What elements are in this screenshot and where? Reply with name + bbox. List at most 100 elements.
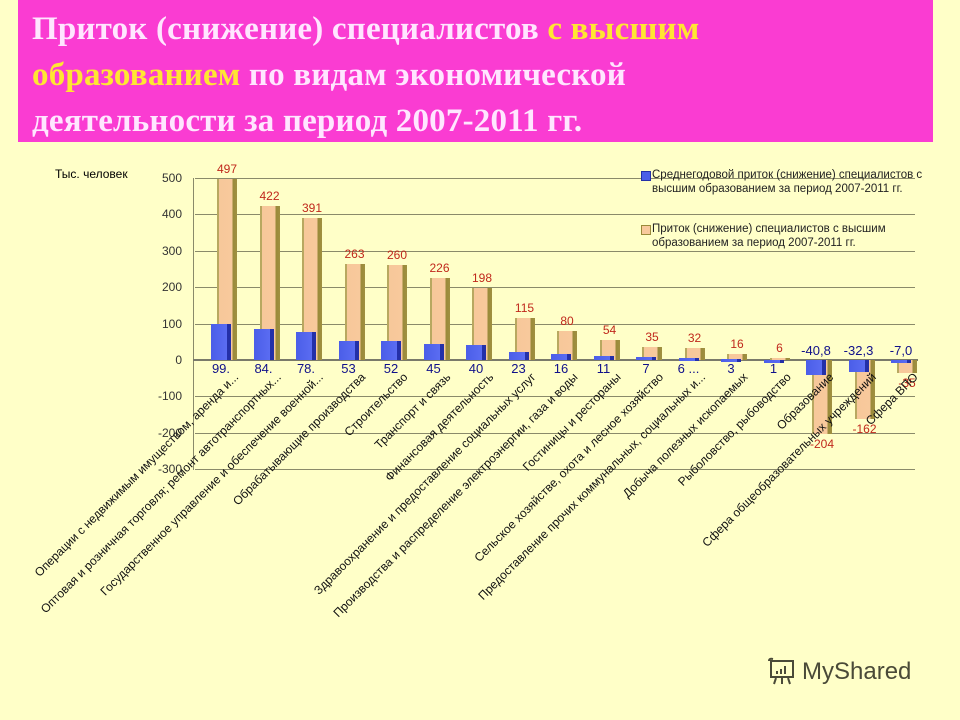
- value-label-total: 198: [471, 270, 493, 285]
- bar-total: [769, 357, 790, 360]
- bar-average: [338, 340, 359, 360]
- bar-total: [599, 340, 620, 360]
- value-label-average: -7,0: [889, 343, 913, 358]
- y-tick-label: -200: [157, 425, 182, 440]
- bar-total: [812, 360, 832, 435]
- gridline: [195, 214, 915, 216]
- bar-average: [466, 345, 486, 360]
- bar-average: [636, 357, 656, 361]
- legend-item-avg: Среднегодовой приток (снижение) специали…: [640, 168, 930, 196]
- bar-total: [259, 206, 280, 360]
- category-label: Транспорт и связь: [371, 370, 454, 452]
- value-label-average: 40: [468, 361, 484, 376]
- value-label-total: 422: [259, 189, 280, 204]
- value-label-average: -40,8: [801, 343, 831, 358]
- y-tick-label: -100: [157, 389, 182, 404]
- watermark-text: MyShared: [802, 658, 912, 685]
- title-part-1: Приток (снижение) специалистов: [32, 11, 548, 47]
- watermark-logo: MyShared: [766, 657, 911, 687]
- bar-average: [891, 360, 911, 363]
- presentation-board-icon: [768, 657, 794, 685]
- value-label-total: -35: [898, 375, 916, 390]
- y-tick-label: 300: [161, 243, 182, 258]
- bar-average: [508, 351, 529, 360]
- bar-average: [211, 323, 231, 360]
- value-label-total: -162: [852, 421, 877, 436]
- bar-average: [253, 329, 274, 360]
- bar-average: [806, 360, 826, 375]
- value-label-average: 84.: [254, 361, 273, 376]
- bar-average: [678, 357, 699, 361]
- bar-total: [429, 277, 450, 360]
- bar-total: [344, 264, 365, 360]
- bar-total: [217, 179, 237, 360]
- y-axis-line: [193, 178, 194, 470]
- legend-item-total: Приток (снижение) специалистов с высшим …: [640, 222, 930, 250]
- value-label-total: 497: [216, 162, 238, 177]
- value-label-total: 226: [429, 260, 450, 275]
- legend-swatch-orange-icon: [641, 225, 651, 235]
- bar-total: [514, 318, 535, 360]
- bar-total: [897, 360, 917, 373]
- value-label-average: 6 ...: [677, 361, 700, 376]
- value-label-total: 16: [730, 337, 744, 352]
- value-label-average: 11: [596, 361, 611, 376]
- bar-average: [551, 354, 571, 360]
- y-axis-label: Тыс. человек: [55, 167, 128, 181]
- bar-average: [848, 360, 869, 372]
- gridline: [195, 323, 915, 325]
- bar-average: [423, 343, 444, 360]
- value-label-total: 391: [301, 200, 323, 215]
- bar-average: [763, 359, 784, 363]
- value-label-total: -204: [809, 437, 835, 452]
- value-label-average: -32,3: [843, 343, 874, 358]
- gridline: [195, 250, 915, 252]
- value-label-average: 52: [383, 361, 399, 376]
- title-part-2: по видам экономической: [240, 57, 626, 93]
- bar-total: [727, 354, 747, 360]
- title-highlight-2: образованием: [32, 57, 241, 93]
- legend-label-avg: Среднегодовой приток (снижение) специали…: [652, 169, 923, 195]
- value-label-total: 6: [776, 340, 783, 355]
- value-label-average: 45: [426, 361, 441, 376]
- title-part-3: деятельности за период 2007-2011 гг.: [32, 103, 583, 139]
- value-label-average: 3: [727, 361, 735, 376]
- bar-total: [684, 348, 705, 360]
- value-label-total: 115: [514, 301, 535, 316]
- value-label-total: 263: [344, 247, 365, 262]
- bar-average: [296, 331, 316, 360]
- legend-swatch-blue-icon: [641, 171, 651, 181]
- bar-total: [387, 265, 407, 360]
- title-banner: Приток (снижение) специалистов с высшим …: [18, 0, 933, 142]
- gridline: [195, 469, 915, 471]
- bar-total: [302, 217, 322, 360]
- bar-average: [593, 355, 614, 360]
- y-tick-label: 400: [161, 207, 182, 222]
- y-tick-label: -300: [157, 462, 182, 477]
- value-label-total: 260: [386, 248, 408, 263]
- bar-total: [472, 287, 492, 360]
- y-tick-label: 200: [161, 280, 182, 295]
- value-label-total: 35: [645, 330, 659, 345]
- value-label-average: 1: [769, 361, 778, 376]
- y-tick-label: 0: [175, 353, 182, 367]
- x-axis-line: [193, 359, 918, 361]
- value-label-average: 99.: [211, 361, 231, 376]
- y-tick-label: 100: [161, 316, 182, 331]
- gridline: [195, 396, 915, 398]
- value-label-total: 80: [560, 313, 574, 328]
- bar-average: [381, 341, 401, 360]
- value-label-average: 16: [553, 361, 569, 376]
- bar-average: [721, 358, 741, 362]
- title-highlight-1: с высшим: [547, 11, 700, 47]
- value-label-total: 54: [602, 323, 617, 338]
- y-tick-label: 500: [161, 171, 182, 185]
- legend-label-total: Приток (снижение) специалистов с высшим …: [652, 223, 886, 249]
- gridline: [195, 287, 915, 289]
- bar-total: [557, 330, 577, 360]
- page-title: Приток (снижение) специалистов с высшим …: [32, 6, 922, 144]
- bar-total: [642, 347, 662, 360]
- value-label-average: 53: [341, 361, 356, 376]
- value-label-total: 32: [687, 331, 702, 346]
- gridline: [195, 432, 915, 434]
